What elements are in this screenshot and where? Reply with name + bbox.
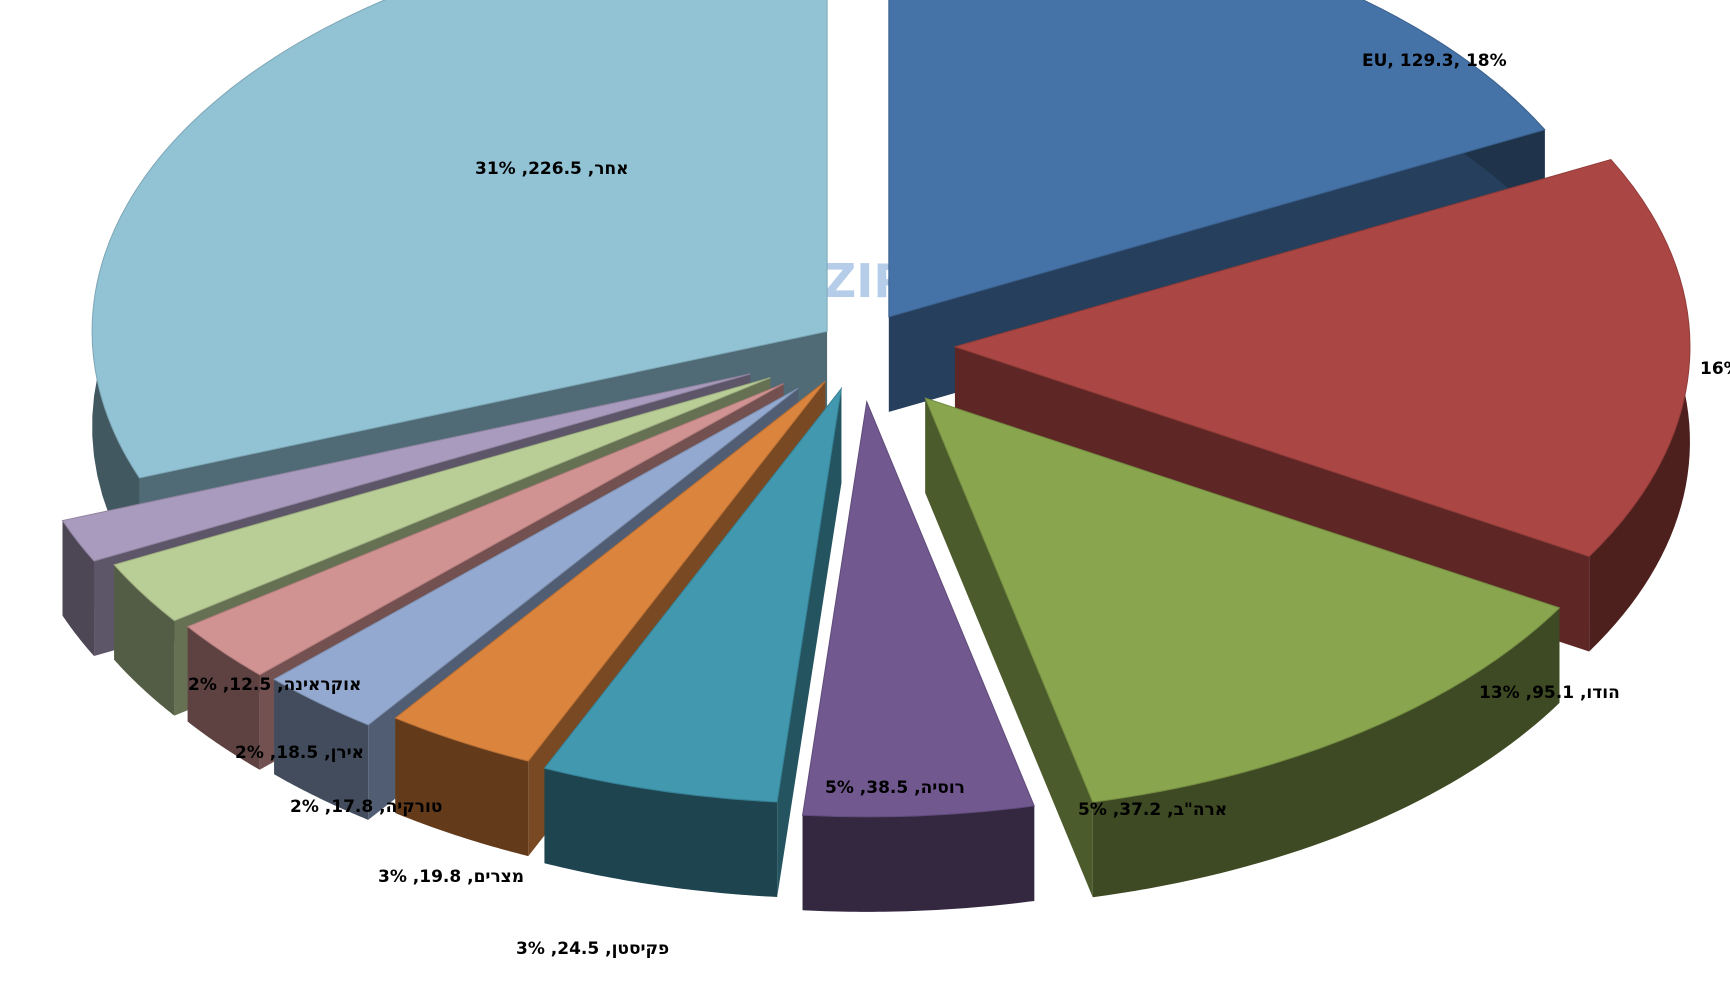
slice-label: טורקיה, 17.8, 2% [290,797,442,817]
slice-top [802,400,1035,818]
slice-label: סין, 117.0, 16% [1700,359,1730,379]
slice-top [543,386,843,803]
slice-label: אחר, 226.5, 31% [475,159,629,179]
slice-side [62,520,95,657]
slice-side [802,805,1035,912]
pie-slice [802,400,1035,912]
slice-label: פקיסטן, 24.5, 3% [516,939,669,959]
slice-side [1092,607,1560,898]
slice-top [924,397,1561,803]
pie-slices [61,0,1691,912]
slice-top [273,387,799,726]
slice-top [91,0,828,479]
slice-label: הודו, 95.1, 13% [1479,683,1620,703]
slice-side [544,768,778,897]
slice-wall [777,388,842,897]
slice-top [61,373,751,562]
pie-slice [543,386,843,897]
pie-slice [924,397,1561,898]
slice-side [114,564,175,716]
slice-wall [925,398,1093,898]
slice-top [888,0,1546,318]
slice-label: ארה"ב, 37.2, 5% [1078,800,1227,820]
slice-label: אירן, 18.5, 2% [235,743,364,763]
slice-top [113,377,771,622]
slice-label: EU, 129.3, 18% [1362,51,1507,71]
slice-top [394,381,826,762]
slice-side [187,626,260,770]
slice-label: אוקראינה, 12.5, 2% [188,675,361,695]
slice-label: מצרים, 19.8, 3% [378,867,524,887]
slice-label: רוסיה, 38.5, 5% [825,778,965,798]
slice-side [274,679,369,820]
slice-wall [187,383,784,722]
slice-top [953,158,1691,558]
pie-labels: EU, 129.3, 18% סין, 117.0, 16% הודו, 95.1,… [188,51,1730,959]
slice-top [186,383,784,676]
